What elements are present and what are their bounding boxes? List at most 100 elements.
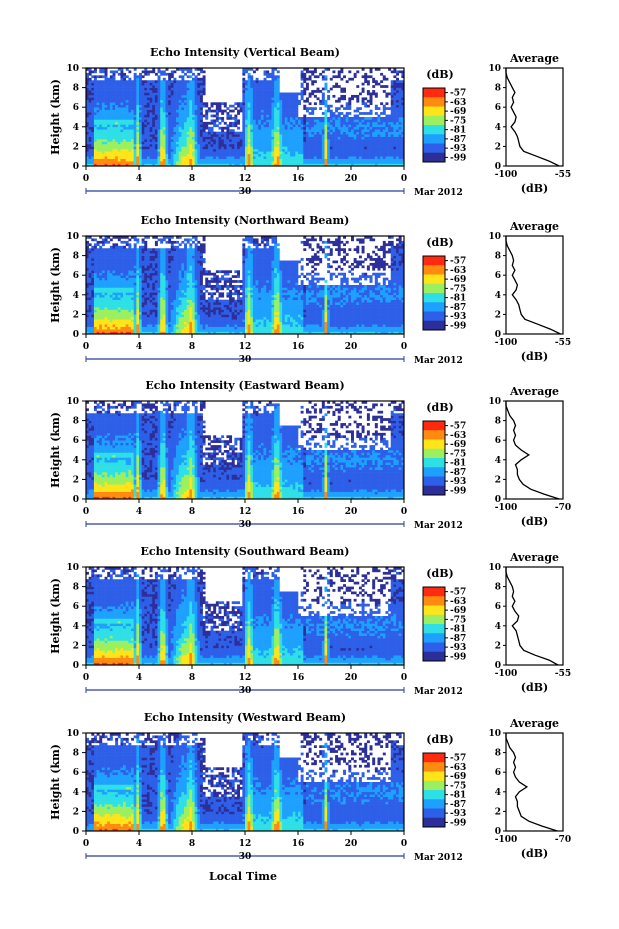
heatmap-cell <box>329 161 333 164</box>
heatmap-cell <box>136 280 140 283</box>
heatmap-cell <box>112 121 116 125</box>
heatmap-cell <box>369 119 373 123</box>
heatmap-cell <box>242 82 246 86</box>
heatmap-cell <box>104 117 108 120</box>
heatmap-cell <box>139 321 142 325</box>
heatmap-cell <box>139 316 142 320</box>
heatmap-cell <box>271 131 275 135</box>
heatmap-cell <box>313 75 317 79</box>
heatmap-cell <box>199 99 203 103</box>
heatmap-cell <box>181 109 185 113</box>
heatmap-cell <box>287 119 291 123</box>
heatmap-cell <box>374 80 378 83</box>
heatmap-cell <box>239 151 243 155</box>
heatmap-cell <box>101 324 105 327</box>
heatmap-cell <box>123 80 127 83</box>
heatmap-cell <box>104 146 108 150</box>
heatmap-cell <box>141 104 145 108</box>
heatmap-cell <box>141 102 145 106</box>
heatmap-cell <box>380 151 384 155</box>
heatmap-cell <box>88 253 92 256</box>
heatmap-cell <box>329 141 333 145</box>
heatmap-cell <box>125 277 129 281</box>
heatmap-cell <box>369 121 373 125</box>
heatmap-cell <box>133 238 137 242</box>
heatmap-cell <box>109 255 113 259</box>
heatmap-cell <box>398 156 402 159</box>
heatmap-cell <box>311 129 315 132</box>
heatmap-cell <box>194 87 198 91</box>
heatmap-cell <box>210 102 214 106</box>
heatmap-cell <box>117 112 121 115</box>
heatmap-cell <box>117 80 121 83</box>
heatmap-cell <box>366 90 370 93</box>
heatmap-cell <box>181 107 185 110</box>
heatmap-cell <box>377 136 381 140</box>
heatmap-cell <box>109 260 113 264</box>
heatmap-cell <box>300 82 304 86</box>
heatmap-cell <box>205 146 209 150</box>
heatmap-cell <box>101 250 105 254</box>
heatmap-cell <box>361 90 365 93</box>
heatmap-cell <box>139 141 142 145</box>
heatmap-cell <box>287 102 291 106</box>
heatmap-cell <box>165 163 169 167</box>
heatmap-cell <box>88 329 92 332</box>
heatmap-cell <box>112 299 116 303</box>
heatmap-cell <box>276 77 280 81</box>
heatmap-cell <box>109 136 113 140</box>
heatmap-cell <box>303 143 307 147</box>
heatmap-cell <box>157 70 161 74</box>
heatmap-cell <box>123 245 127 249</box>
heatmap-cell <box>88 139 92 142</box>
heatmap-cell <box>319 124 323 128</box>
heatmap-cell <box>101 258 105 261</box>
heatmap-cell <box>131 299 134 303</box>
heatmap-cell <box>104 285 108 288</box>
heatmap-cell <box>369 75 373 79</box>
heatmap-cell <box>152 131 156 135</box>
heatmap-cell <box>133 253 137 256</box>
heatmap-cell <box>181 92 185 96</box>
heatmap-cell <box>160 131 164 135</box>
heatmap-cell <box>96 121 100 125</box>
heatmap-cell <box>247 119 251 123</box>
heatmap-cell <box>223 131 227 135</box>
heatmap-cell <box>366 156 370 159</box>
heatmap-cell <box>115 124 119 128</box>
heatmap-cell <box>263 97 267 101</box>
heatmap-cell <box>152 90 156 93</box>
heatmap-cell <box>343 87 346 91</box>
heatmap-cell <box>369 148 373 152</box>
heatmap-cell <box>321 161 325 164</box>
heatmap-cell <box>255 85 259 88</box>
heatmap-cell <box>144 316 148 320</box>
heatmap-cell <box>165 114 169 118</box>
heatmap-cell <box>340 119 344 123</box>
heatmap-cell <box>250 151 254 155</box>
heatmap-cell <box>263 80 267 83</box>
heatmap-cell <box>123 94 127 98</box>
heatmap-cell <box>99 90 103 93</box>
heatmap-cell <box>149 275 153 278</box>
heatmap-cell <box>157 304 161 308</box>
heatmap-cell <box>112 331 116 335</box>
heatmap-cell <box>165 85 169 88</box>
heatmap-cell <box>91 75 95 79</box>
heatmap-cell <box>173 109 177 113</box>
heatmap-cell <box>231 124 235 128</box>
heatmap-cell <box>218 117 222 120</box>
heatmap-cell <box>117 314 121 318</box>
heatmap-cell <box>128 141 132 145</box>
heatmap-cell <box>128 143 132 147</box>
heatmap-cell <box>274 97 278 101</box>
heatmap-cell <box>99 75 103 79</box>
heatmap-cell <box>99 70 103 74</box>
heatmap-cell <box>117 297 121 300</box>
heatmap-cell <box>396 94 399 98</box>
heatmap-cell <box>380 126 384 130</box>
heatmap-cell <box>165 129 169 132</box>
heatmap-cell <box>374 129 378 132</box>
heatmap-cell <box>101 289 105 293</box>
heatmap-cell <box>128 267 132 271</box>
